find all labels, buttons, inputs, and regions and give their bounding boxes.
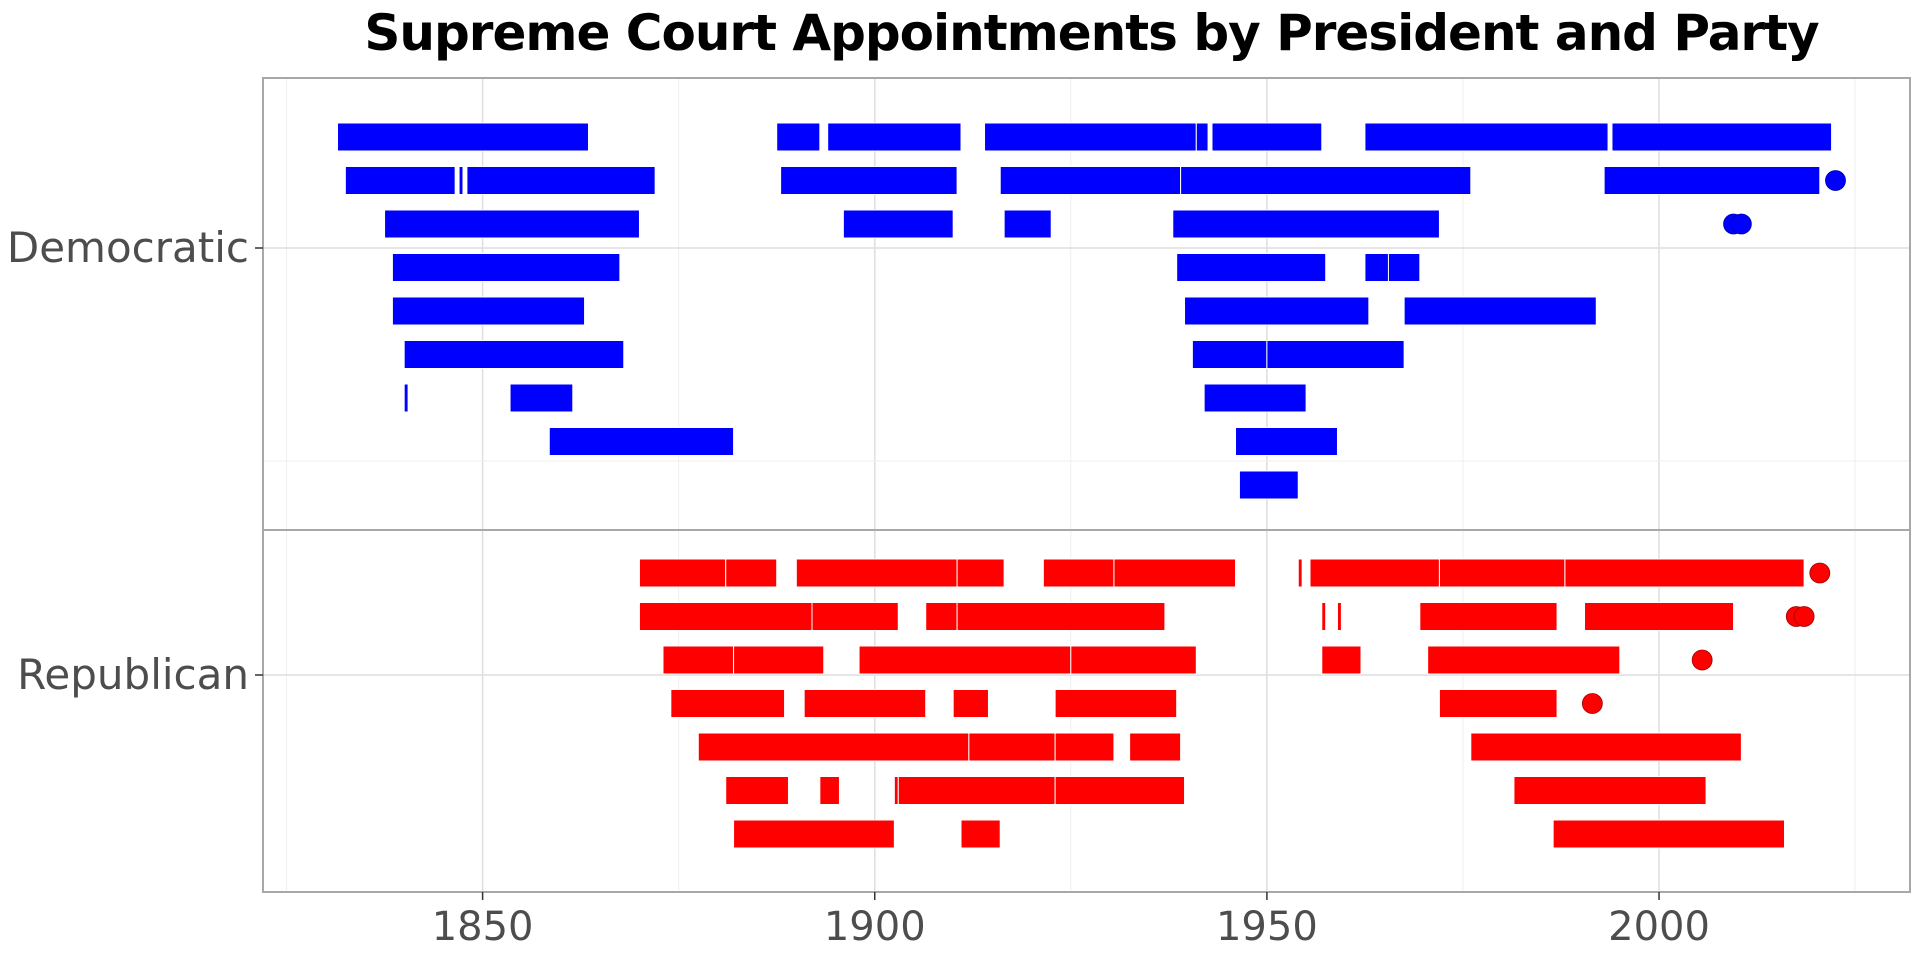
panel-border [262, 529, 1911, 893]
tenure-bar [1054, 689, 1178, 718]
tenure-bar [1172, 209, 1440, 239]
tenure-bar [391, 296, 586, 326]
tenure-bar [1438, 558, 1566, 588]
tenure-point [1730, 213, 1752, 235]
x-tick-label: 2000 [1608, 904, 1710, 950]
chart-title: Supreme Court Appointments by President … [364, 4, 1819, 62]
tenure-bar [1042, 558, 1115, 588]
tenure-bar [1054, 776, 1186, 805]
tenure-bar [925, 602, 958, 631]
tenure-bar [1427, 645, 1621, 675]
tenure-bar [1419, 602, 1558, 631]
tenure-bar [842, 209, 954, 239]
tenure-bar [803, 689, 927, 718]
tenure-point [1691, 649, 1713, 671]
tenure-bar [466, 166, 656, 195]
tenure-bar [725, 776, 789, 805]
x-tick-label: 1900 [824, 904, 926, 950]
tenure-bar [819, 776, 840, 805]
tenure-bar [1297, 558, 1303, 588]
x-tick-label: 1850 [432, 904, 534, 950]
tenure-bar [1470, 732, 1742, 762]
tenure-bar [827, 122, 962, 152]
tenure-bar [344, 166, 456, 195]
tenure-bar [897, 776, 1056, 805]
tenure-bar [1309, 558, 1440, 588]
tenure-bar [999, 166, 1182, 195]
tenure-bar [509, 383, 574, 413]
tenure-bar [1403, 296, 1597, 326]
tenure-bar [337, 122, 589, 152]
tenure-bar [1129, 732, 1182, 762]
tenure-bar [1180, 166, 1472, 195]
tenure-bar [1203, 383, 1307, 413]
tenure-bar [968, 732, 1056, 762]
tenure-bar [1321, 602, 1327, 631]
tenure-bar [391, 253, 621, 282]
tenure-bar [458, 166, 464, 195]
tenure-bar [952, 689, 989, 718]
y-tick-label: Democratic [7, 223, 249, 272]
tenure-bar [956, 602, 1166, 631]
panel-republican: Republican [17, 529, 1911, 893]
tenure-bar [1584, 602, 1735, 631]
tenure-bar [638, 602, 813, 631]
tenure-bar [1238, 470, 1299, 500]
tenure-bar [403, 340, 625, 369]
y-tick-label: Republican [17, 650, 249, 699]
tenure-bar [1564, 558, 1805, 588]
tenure-bar [1184, 296, 1370, 326]
tenure-bar [858, 645, 1072, 675]
tenure-bar [638, 558, 727, 588]
tenure-bar [893, 776, 899, 805]
tenure-bar [1054, 732, 1115, 762]
tenure-bar [1176, 253, 1327, 282]
tenure-point [1793, 606, 1815, 627]
tenure-bar [1438, 689, 1558, 718]
tenure-bar [733, 819, 895, 849]
tenure-bar [795, 558, 958, 588]
tenure-bar [1195, 122, 1209, 152]
tenure-bar [1364, 122, 1609, 152]
tenure-bar [1211, 122, 1323, 152]
tenure-bar [811, 602, 899, 631]
tenure-bar [1611, 122, 1833, 152]
tenure-bar [697, 732, 970, 762]
tenure-point [1581, 693, 1603, 714]
tenure-bar [1070, 645, 1197, 675]
tenure-bar [1235, 427, 1338, 456]
tenure-point [1809, 562, 1831, 584]
tenure-bar [1003, 209, 1052, 239]
tenure-bar [1191, 340, 1268, 369]
tenure-bar [670, 689, 786, 718]
x-tick-label: 1950 [1216, 904, 1318, 950]
tenure-bar [776, 122, 821, 152]
tenure-bar [984, 122, 1197, 152]
tenure-bar [1266, 340, 1405, 369]
tenure-bar [956, 558, 1005, 588]
tenure-bar [548, 427, 735, 456]
tenure-bar [780, 166, 958, 195]
tenure-bar [384, 209, 640, 239]
tenure-bar [1552, 819, 1786, 849]
tenure-bar [662, 645, 735, 675]
tenure-bar [1321, 645, 1362, 675]
tenure-bar [725, 558, 778, 588]
tenure-bar [1603, 166, 1821, 195]
tenure-bar [733, 645, 825, 675]
tenure-point [1825, 170, 1846, 191]
tenure-bar [1387, 253, 1421, 282]
tenure-bar [403, 383, 409, 413]
tenure-bar [1113, 558, 1237, 588]
panel-democratic: Democratic [7, 77, 1911, 531]
tenure-bar [1336, 602, 1342, 631]
tenure-bar [1364, 253, 1389, 282]
tenure-bar [1513, 776, 1707, 805]
tenure-bar [960, 819, 1001, 849]
